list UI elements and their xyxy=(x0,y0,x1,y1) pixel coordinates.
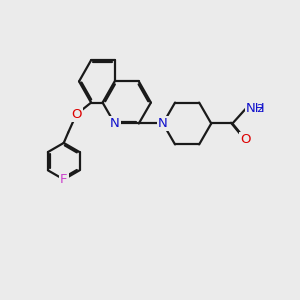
Text: O: O xyxy=(71,108,82,121)
Text: O: O xyxy=(240,133,251,146)
Text: N: N xyxy=(110,117,119,130)
Text: F: F xyxy=(60,173,68,186)
Text: N: N xyxy=(158,117,168,130)
Text: 2: 2 xyxy=(256,104,264,114)
Text: NH: NH xyxy=(246,102,265,115)
